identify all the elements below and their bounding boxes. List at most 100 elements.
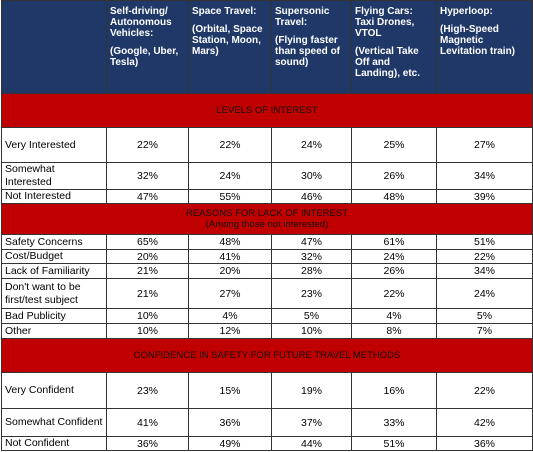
cell-value: 22% — [436, 249, 533, 264]
cell-value: 5% — [271, 308, 352, 324]
section-row: CONFIDENCE IN SAFETY FOR FUTURE TRAVEL M… — [1, 338, 533, 373]
cell-value: 20% — [106, 249, 189, 264]
cell-value: 48% — [188, 234, 272, 250]
row-label: Don't want to be first/test subject — [1, 278, 107, 309]
cell-value: 36% — [106, 436, 189, 451]
data-row: Lack of Familiarity 21% 20% 28% 26% 34% — [1, 263, 533, 279]
cell-value: 65% — [106, 234, 189, 250]
cell-value: 22% — [436, 372, 533, 409]
cell-value: 4% — [351, 308, 437, 324]
cell-value: 47% — [106, 189, 189, 204]
cell-value: 5% — [436, 308, 533, 324]
row-label: Other — [1, 323, 107, 339]
cell-value: 10% — [106, 323, 189, 339]
row-label: Safety Concerns — [1, 234, 107, 250]
column-title: Self-driving/ Autonomous Vehicles: — [110, 6, 172, 39]
row-label: Bad Publicity — [1, 308, 107, 324]
cell-value: 12% — [188, 323, 272, 339]
header-row: Self-driving/ Autonomous Vehicles: (Googl… — [1, 0, 533, 94]
cell-value: 20% — [188, 263, 272, 279]
cell-value: 16% — [351, 372, 437, 409]
data-row: Cost/Budget 20% 41% 32% 24% 22% — [1, 249, 533, 264]
cell-value: 22% — [351, 278, 437, 309]
cell-value: 10% — [106, 308, 189, 324]
cell-value: 4% — [188, 308, 272, 324]
cell-value: 8% — [351, 323, 437, 339]
cell-value: 42% — [436, 408, 533, 437]
cell-value: 27% — [436, 127, 533, 163]
cell-value: 36% — [436, 436, 533, 451]
column-detail: (Orbital, Space Station, Moon, Mars) — [192, 24, 263, 57]
column-title: Hyperloop: — [440, 6, 493, 17]
cell-value: 39% — [436, 189, 533, 204]
section-title-text: CONFIDENCE IN SAFETY FOR FUTURE TRAVEL M… — [133, 350, 401, 361]
section-title: REASONS FOR LACK OF INTEREST (Among those… — [1, 203, 533, 235]
column-title: Supersonic Travel: — [275, 6, 330, 28]
row-label: Not Interested — [1, 189, 107, 204]
data-row: Other 10% 12% 10% 8% 7% — [1, 323, 533, 339]
header-corner — [1, 0, 107, 94]
column-header: Self-driving/ Autonomous Vehicles: (Googl… — [106, 0, 189, 94]
cell-value: 41% — [188, 249, 272, 264]
row-label: Lack of Familiarity — [1, 263, 107, 279]
data-row: Not Confident 36% 49% 44% 51% 36% — [1, 436, 533, 451]
cell-value: 24% — [351, 249, 437, 264]
data-row: Very Interested 22% 22% 24% 25% 27% — [1, 127, 533, 163]
section-title: CONFIDENCE IN SAFETY FOR FUTURE TRAVEL M… — [1, 338, 533, 373]
cell-value: 44% — [271, 436, 352, 451]
cell-value: 37% — [271, 408, 352, 437]
column-title: Flying Cars: Taxi Drones, VTOL — [355, 6, 415, 39]
row-label: Very Confident — [1, 372, 107, 409]
cell-value: 25% — [351, 127, 437, 163]
data-row: Very Confident 23% 15% 19% 16% 22% — [1, 372, 533, 409]
row-label: Cost/Budget — [1, 249, 107, 264]
column-detail: (Vertical Take Off and Landing), etc. — [355, 46, 420, 79]
section-title-text: REASONS FOR LACK OF INTEREST — [185, 208, 349, 219]
section-title: LEVELS OF INTEREST — [1, 93, 533, 128]
row-label: Somewhat Confident — [1, 408, 107, 437]
cell-value: 55% — [188, 189, 272, 204]
data-row: Not Interested 47% 55% 46% 48% 39% — [1, 189, 533, 204]
column-detail: (Google, Uber, Tesla) — [110, 46, 179, 68]
row-label: Somewhat Interested — [1, 162, 107, 190]
cell-value: 46% — [271, 189, 352, 204]
cell-value: 21% — [106, 278, 189, 309]
cell-value: 34% — [436, 162, 533, 190]
cell-value: 26% — [351, 263, 437, 279]
cell-value: 24% — [188, 162, 272, 190]
cell-value: 34% — [436, 263, 533, 279]
data-row: Don't want to be first/test subject 21% 27… — [1, 278, 533, 309]
cell-value: 7% — [436, 323, 533, 339]
cell-value: 51% — [351, 436, 437, 451]
column-header: Hyperloop: (High-Speed Magnetic Levitatio… — [436, 0, 533, 94]
section-row: REASONS FOR LACK OF INTEREST (Among those… — [1, 203, 533, 235]
data-row: Safety Concerns 65% 48% 47% 61% 51% — [1, 234, 533, 250]
cell-value: 26% — [351, 162, 437, 190]
data-row: Somewhat Interested 32% 24% 30% 26% 34% — [1, 162, 533, 190]
section-row: LEVELS OF INTEREST — [1, 93, 533, 128]
column-title: Space Travel: — [192, 6, 257, 17]
section-title-text: LEVELS OF INTEREST — [216, 105, 318, 116]
data-row: Bad Publicity 10% 4% 5% 4% 5% — [1, 308, 533, 324]
cell-value: 32% — [271, 249, 352, 264]
row-label: Not Confident — [1, 436, 107, 451]
cell-value: 19% — [271, 372, 352, 409]
cell-value: 33% — [351, 408, 437, 437]
column-header: Supersonic Travel: (Flying faster than sp… — [271, 0, 352, 94]
cell-value: 23% — [106, 372, 189, 409]
cell-value: 28% — [271, 263, 352, 279]
cell-value: 24% — [271, 127, 352, 163]
cell-value: 27% — [188, 278, 272, 309]
data-row: Somewhat Confident 41% 36% 37% 33% 42% — [1, 408, 533, 437]
column-header: Space Travel: (Orbital, Space Station, Mo… — [188, 0, 272, 94]
cell-value: 15% — [188, 372, 272, 409]
cell-value: 61% — [351, 234, 437, 250]
cell-value: 32% — [106, 162, 189, 190]
cell-value: 22% — [106, 127, 189, 163]
cell-value: 21% — [106, 263, 189, 279]
cell-value: 48% — [351, 189, 437, 204]
cell-value: 24% — [436, 278, 533, 309]
column-detail: (Flying faster than speed of sound) — [275, 35, 341, 68]
